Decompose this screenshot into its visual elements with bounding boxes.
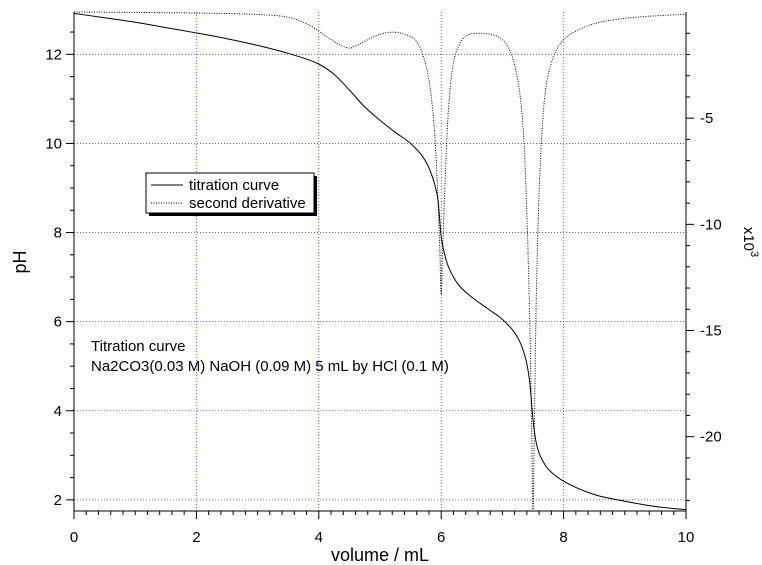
y2-tick-label: -10 — [700, 216, 722, 233]
x-tick-label: 8 — [559, 529, 567, 546]
y-tick-label: 6 — [54, 314, 62, 331]
y2-axis-title-base: x10 — [740, 227, 757, 251]
annotation-title: Titration curve — [91, 338, 185, 355]
y-axis-title: pH — [10, 250, 30, 273]
legend-label-second-derivative: second derivative — [189, 195, 306, 212]
legend-label-titration-curve: titration curve — [189, 177, 279, 194]
series-layer — [73, 11, 687, 512]
tick-marks — [66, 31, 694, 519]
y-tick-label: 4 — [54, 403, 62, 420]
x-tick-label: 0 — [70, 529, 78, 546]
annotation-conditions: Na2CO3(0.03 M) NaOH (0.09 M) 5 mL by HCl… — [91, 358, 449, 375]
y-tick-label: 12 — [45, 46, 62, 63]
grid-lines — [74, 12, 686, 511]
y2-tick-label: -5 — [700, 110, 713, 127]
legend-box — [145, 172, 315, 214]
y2-tick-label: -20 — [700, 429, 722, 446]
y-tick-label: 2 — [54, 492, 62, 509]
y-tick-label: 8 — [54, 225, 62, 242]
titration-curve-line — [73, 12, 687, 511]
plot-frame — [73, 12, 687, 512]
y2-axis-title: x103 — [740, 227, 760, 257]
x-tick-label: 4 — [315, 529, 323, 546]
x-tick-label: 2 — [192, 529, 200, 546]
y2-axis-title-exponent: 3 — [748, 251, 760, 257]
x-axis-title: volume / mL — [331, 545, 429, 565]
second-derivative-line — [73, 11, 687, 512]
x-tick-label: 6 — [437, 529, 445, 546]
y-tick-label: 10 — [45, 135, 62, 152]
legend: titration curve second derivative — [145, 172, 317, 216]
x-tick-label: 10 — [678, 529, 695, 546]
y2-tick-label: -15 — [700, 323, 722, 340]
tick-labels: 0 2 4 6 8 10 2 4 6 8 10 12 -5 -10 -15 -20 — [45, 46, 721, 546]
